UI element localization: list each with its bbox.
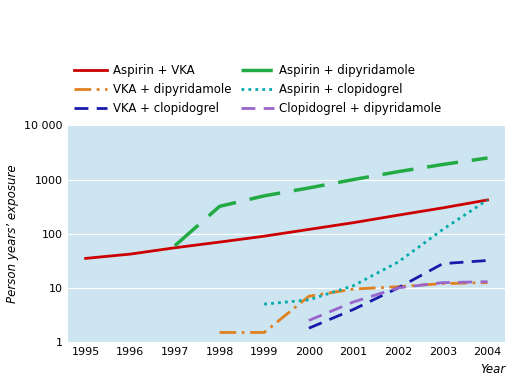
Clopidogrel + dipyridamole bbox=[306, 318, 312, 323]
Aspirin + VKA bbox=[351, 220, 357, 225]
Aspirin + dipyridamole bbox=[395, 169, 401, 174]
Aspirin + VKA bbox=[306, 227, 312, 232]
VKA + clopidogrel bbox=[306, 326, 312, 331]
VKA + dipyridamole bbox=[216, 330, 222, 335]
Aspirin + clopidogrel bbox=[485, 198, 491, 202]
Line: VKA + dipyridamole: VKA + dipyridamole bbox=[219, 283, 488, 332]
Clopidogrel + dipyridamole bbox=[351, 299, 357, 304]
VKA + clopidogrel bbox=[351, 307, 357, 312]
Y-axis label: Person years’ exposure: Person years’ exposure bbox=[6, 165, 19, 303]
Aspirin + VKA bbox=[127, 252, 133, 257]
Aspirin + VKA bbox=[82, 256, 89, 261]
Aspirin + VKA bbox=[485, 198, 491, 202]
VKA + clopidogrel bbox=[440, 261, 446, 266]
VKA + clopidogrel bbox=[485, 258, 491, 263]
Clopidogrel + dipyridamole bbox=[395, 286, 401, 290]
Aspirin + clopidogrel bbox=[261, 302, 267, 306]
Aspirin + VKA bbox=[395, 213, 401, 217]
Aspirin + clopidogrel bbox=[351, 283, 357, 288]
Aspirin + dipyridamole bbox=[172, 244, 178, 248]
Line: Aspirin + clopidogrel: Aspirin + clopidogrel bbox=[264, 200, 488, 304]
Clopidogrel + dipyridamole bbox=[485, 279, 491, 284]
Aspirin + dipyridamole bbox=[261, 193, 267, 198]
Line: Aspirin + VKA: Aspirin + VKA bbox=[85, 200, 488, 258]
Line: VKA + clopidogrel: VKA + clopidogrel bbox=[309, 261, 488, 328]
Aspirin + VKA bbox=[440, 206, 446, 210]
Aspirin + dipyridamole bbox=[485, 156, 491, 160]
Legend: Aspirin + VKA, VKA + dipyridamole, VKA + clopidogrel, Aspirin + dipyridamole, As: Aspirin + VKA, VKA + dipyridamole, VKA +… bbox=[73, 64, 442, 115]
VKA + dipyridamole bbox=[351, 287, 357, 291]
Clopidogrel + dipyridamole bbox=[440, 280, 446, 285]
VKA + dipyridamole bbox=[261, 330, 267, 335]
Line: Aspirin + dipyridamole: Aspirin + dipyridamole bbox=[175, 158, 488, 246]
Aspirin + clopidogrel bbox=[306, 298, 312, 302]
Aspirin + dipyridamole bbox=[216, 204, 222, 209]
Aspirin + clopidogrel bbox=[395, 260, 401, 264]
Aspirin + VKA bbox=[216, 240, 222, 244]
Aspirin + clopidogrel bbox=[440, 227, 446, 232]
Aspirin + dipyridamole bbox=[351, 177, 357, 182]
Text: Year: Year bbox=[480, 363, 505, 376]
VKA + dipyridamole bbox=[485, 280, 491, 285]
Line: Clopidogrel + dipyridamole: Clopidogrel + dipyridamole bbox=[309, 282, 488, 320]
VKA + dipyridamole bbox=[306, 294, 312, 299]
VKA + dipyridamole bbox=[440, 281, 446, 286]
VKA + dipyridamole bbox=[395, 284, 401, 289]
VKA + clopidogrel bbox=[395, 286, 401, 290]
Aspirin + VKA bbox=[172, 245, 178, 250]
Aspirin + dipyridamole bbox=[440, 162, 446, 167]
Aspirin + VKA bbox=[261, 234, 267, 239]
Aspirin + dipyridamole bbox=[306, 186, 312, 190]
